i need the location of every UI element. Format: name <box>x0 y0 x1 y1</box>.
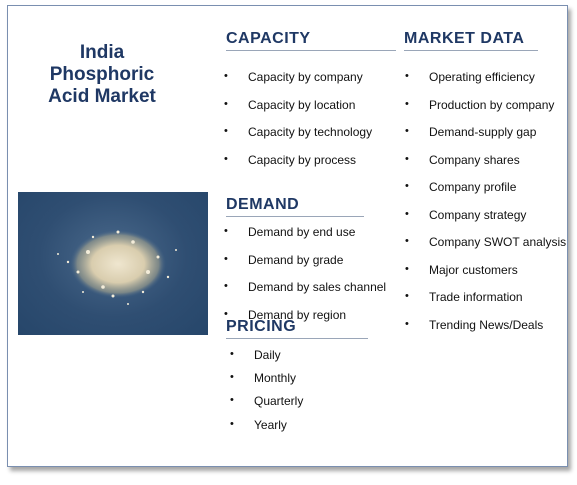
list-item: Company strategy <box>405 208 566 235</box>
list-item: Demand by sales channel <box>224 280 386 308</box>
title-line-1: India <box>79 42 125 63</box>
list-item: Trending News/Deals <box>405 318 566 338</box>
capacity-heading: CAPACITY <box>226 30 396 51</box>
list-item: Operating efficiency <box>405 70 566 98</box>
list-item: Daily <box>230 348 303 371</box>
list-item: Demand-supply gap <box>405 125 566 153</box>
list-item: Production by company <box>405 98 566 125</box>
list-item: Capacity by company <box>224 70 372 98</box>
list-item: Quarterly <box>230 394 304 418</box>
list-item: Capacity by process <box>224 153 372 181</box>
market-data-list: Operating efficiency Production by compa… <box>405 70 566 338</box>
list-item: Demand by grade <box>224 253 386 280</box>
list-item: Company SWOT analysis <box>405 235 566 263</box>
pricing-heading: PRICING <box>226 318 368 339</box>
list-item: Demand by end use <box>224 225 386 253</box>
market-data-heading: MARKET DATA <box>404 30 538 51</box>
list-item: Capacity by location <box>224 98 372 125</box>
capacity-list: Capacity by company Capacity by location… <box>224 70 372 181</box>
pricing-list: Daily Monthly Quarterly Yearly <box>230 348 304 440</box>
list-item: Demand by region <box>224 308 386 328</box>
phosphoric-acid-crystals-photo <box>18 192 208 335</box>
demand-heading: DEMAND <box>226 196 364 217</box>
list-item: Trade information <box>405 290 566 318</box>
list-item: Company shares <box>405 153 566 180</box>
title-line-2: Phosphoric <box>49 64 155 85</box>
list-item: Yearly <box>230 418 303 440</box>
page-title: India Phosphoric Acid Market <box>18 42 186 108</box>
demand-list: Demand by end use Demand by grade Demand… <box>224 225 386 328</box>
list-item: Major customers <box>405 263 566 290</box>
list-item: Capacity by technology <box>224 125 372 153</box>
title-line-3: Acid Market <box>48 86 156 107</box>
list-item: Monthly <box>230 371 303 394</box>
crystal-pile-graphic <box>57 230 177 305</box>
list-item: Company profile <box>405 180 566 208</box>
